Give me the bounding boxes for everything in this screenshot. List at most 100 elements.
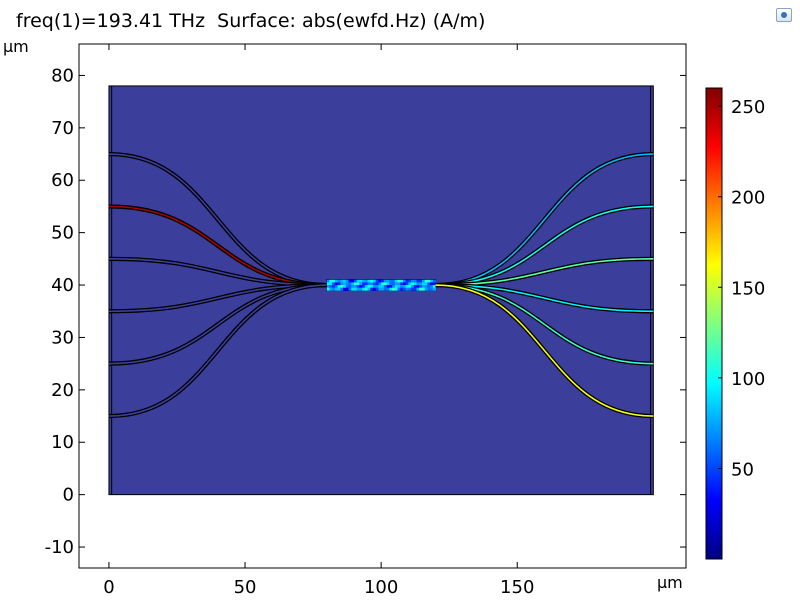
- y-tick-label: -10: [45, 537, 74, 558]
- mmi-field-cell: [326, 285, 330, 289]
- colorbar-tick-label: 200: [731, 188, 765, 209]
- mmi-field-cell: [370, 279, 374, 283]
- mmi-field-cell: [356, 285, 360, 289]
- mmi-field-cell: [353, 279, 358, 283]
- mmi-field-cell: [405, 285, 409, 289]
- mmi-field-cell: [367, 279, 371, 283]
- mmi-field-cell: [343, 285, 347, 289]
- waveguide-layer: [108, 151, 654, 419]
- mmi-field-cell: [389, 285, 393, 289]
- y-tick-label: 80: [51, 65, 74, 86]
- waveguide-core: [108, 258, 327, 286]
- mmi-field-cell: [413, 282, 417, 286]
- mmi-field-cell: [416, 285, 420, 289]
- mmi-field-cell: [367, 282, 371, 286]
- mmi-field-cell: [372, 287, 377, 291]
- mmi-field-cell: [402, 287, 407, 291]
- mmi-field-cell: [329, 287, 333, 291]
- colorbar-ticks: 50 100 150 200 250: [718, 97, 765, 480]
- mmi-field-cell: [343, 287, 347, 291]
- mmi-field-cell: [400, 285, 404, 289]
- waveguide-core: [108, 284, 327, 365]
- mmi-field-cell: [397, 282, 401, 286]
- mmi-field-cell: [378, 282, 382, 286]
- y-tick-label: 60: [51, 170, 74, 191]
- mmi-field-cell: [364, 287, 368, 291]
- plot-title: freq(1)=193.41 THz Surface: abs(ewfd.Hz)…: [16, 10, 486, 32]
- y-tick-label: 20: [51, 380, 74, 401]
- mmi-field-cell: [392, 279, 396, 283]
- mmi-field-cell: [427, 279, 431, 283]
- mmi-field-cell: [397, 287, 401, 291]
- mmi-field-cell: [394, 279, 398, 283]
- y-tick-label: 0: [63, 485, 74, 506]
- mmi-field-cell: [381, 287, 385, 291]
- mmi-field-cell: [421, 287, 426, 291]
- mmi-field-cell: [359, 285, 363, 289]
- mmi-field-cell: [329, 279, 333, 283]
- mmi-field-cell: [432, 282, 436, 286]
- mmi-field-cell: [326, 282, 330, 286]
- mmi-field-cell: [411, 279, 415, 283]
- mmi-field-cell: [381, 279, 385, 283]
- mmi-field-cell: [375, 279, 379, 283]
- mmi-field-cell: [372, 279, 377, 283]
- mmi-field-cell: [345, 287, 349, 291]
- mmi-field-cell: [405, 282, 409, 286]
- mmi-field-cell: [359, 282, 363, 286]
- waveguide-core: [435, 284, 654, 365]
- mmi-field-cell: [370, 282, 374, 286]
- mmi-field-cell: [424, 285, 428, 289]
- mmi-field-cell: [416, 279, 420, 283]
- waveguide-core: [435, 205, 654, 286]
- x-axis-unit: µm: [657, 573, 683, 592]
- mmi-field-cell: [386, 279, 390, 283]
- mmi-field-cell: [375, 282, 379, 286]
- mmi-field-cell: [348, 285, 352, 289]
- mmi-field-cell: [413, 285, 417, 289]
- app-corner-icon[interactable]: [776, 8, 792, 22]
- mmi-field-cell: [345, 282, 349, 286]
- mmi-field-cell: [405, 279, 409, 283]
- mmi-field-cell: [348, 282, 352, 286]
- mmi-field-cell: [329, 285, 333, 289]
- mmi-field-cell: [424, 282, 428, 286]
- mmi-field-cell: [427, 285, 431, 289]
- mmi-field-cell: [421, 279, 426, 283]
- colorbar-tick-label: 250: [731, 97, 765, 118]
- mmi-field-cell: [375, 287, 379, 291]
- mmi-field-cell: [419, 287, 423, 291]
- waveguide-core: [108, 205, 327, 286]
- y-tick-label: 40: [51, 275, 74, 296]
- mmi-field-cell: [364, 285, 368, 289]
- mmi-field-cell: [343, 282, 347, 286]
- y-tick-label: 10: [51, 432, 74, 453]
- mmi-field-cell: [372, 282, 377, 286]
- mmi-field-cell: [370, 287, 374, 291]
- mmi-field-cell: [389, 282, 393, 286]
- mmi-field-cell: [383, 282, 387, 286]
- mmi-field-cell: [362, 279, 366, 283]
- mmi-field-cell: [340, 282, 344, 286]
- mmi-field-cell: [353, 282, 358, 286]
- mmi-field-cell: [329, 282, 333, 286]
- mmi-field-cell: [419, 285, 423, 289]
- mmi-field-cell: [411, 287, 415, 291]
- waveguide-core: [108, 284, 327, 313]
- waveguide-core: [435, 284, 654, 313]
- mmi-field-cell: [383, 287, 387, 291]
- x-tick-label: 0: [103, 577, 114, 598]
- mmi-field-cell: [345, 285, 349, 289]
- mmi-field-cell: [332, 287, 336, 291]
- mmi-field-cell: [353, 287, 358, 291]
- mmi-field-cell: [408, 287, 412, 291]
- mmi-field-cell: [419, 279, 423, 283]
- mmi-field-cell: [348, 279, 352, 283]
- mmi-field-cell: [381, 285, 385, 289]
- mmi-field-cell: [397, 285, 401, 289]
- y-axis-unit: µm: [3, 37, 29, 56]
- mmi-field-cell: [405, 287, 409, 291]
- mmi-field-cell: [386, 285, 390, 289]
- mmi-field-cell: [337, 279, 341, 283]
